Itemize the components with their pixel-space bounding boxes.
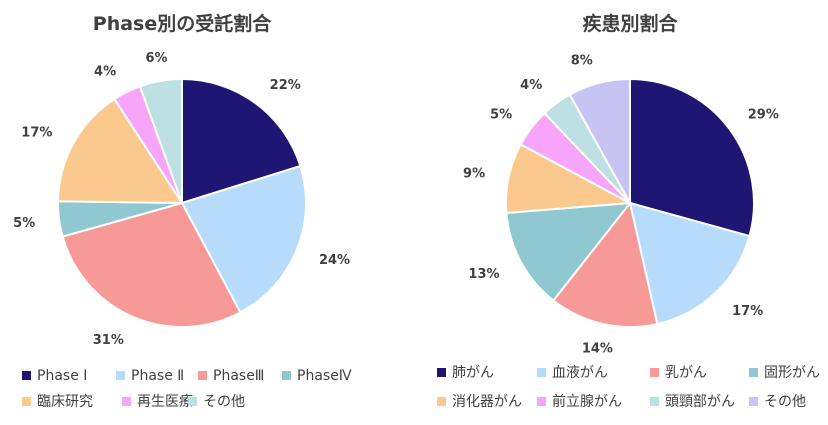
data-label-1-2: 14% xyxy=(582,341,613,356)
pie-slice-0-2 xyxy=(61,201,242,328)
pie-slice-0-1 xyxy=(180,164,307,314)
legend-swatch-1-7 xyxy=(749,397,758,406)
legend-label-1-1: 血液がん xyxy=(552,365,608,381)
legend-swatch-1-2 xyxy=(650,368,659,377)
pie-slice-0-6 xyxy=(138,77,183,204)
legend-label-1-3: 固形がん xyxy=(764,365,820,381)
legend-label-1-4: 消化器がん xyxy=(452,394,522,410)
pie-slice-1-2 xyxy=(551,200,659,328)
legend-swatch-0-0 xyxy=(22,371,31,380)
data-label-0-0: 22% xyxy=(270,78,301,93)
data-label-1-7: 8% xyxy=(571,54,593,69)
pie-slice-0-4 xyxy=(56,97,184,205)
pie-slice-1-3 xyxy=(505,201,633,302)
legend-swatch-1-0 xyxy=(437,368,446,377)
data-label-1-0: 29% xyxy=(748,107,779,122)
data-label-1-6: 4% xyxy=(520,78,542,93)
legend-swatch-0-5 xyxy=(122,397,131,406)
legend-label-1-0: 肺がん xyxy=(452,365,494,381)
data-label-1-3: 13% xyxy=(468,267,499,282)
legend-label-1-7: その他 xyxy=(764,394,806,410)
legend-swatch-0-3 xyxy=(282,371,291,380)
data-label-0-2: 31% xyxy=(93,333,124,348)
data-label-0-1: 24% xyxy=(319,253,350,268)
pie-slice-1-7 xyxy=(568,77,631,207)
legend-label-0-5: 再生医療 xyxy=(137,393,193,410)
legend-label-0-2: PhaseⅢ xyxy=(213,368,264,384)
legend-label-0-4: 臨床研究 xyxy=(37,394,93,410)
data-label-0-4: 17% xyxy=(21,125,52,140)
legend-swatch-0-4 xyxy=(22,397,31,406)
chart-title-disease: 疾患別割合 xyxy=(582,12,678,35)
legend-label-1-6: 頭頸部がん xyxy=(665,394,735,410)
legend-label-0-1: Phase Ⅱ xyxy=(131,368,184,384)
pie-slice-1-0 xyxy=(629,77,755,238)
legend-swatch-1-1 xyxy=(537,368,546,377)
legend-swatch-0-2 xyxy=(198,371,207,380)
data-label-1-1: 17% xyxy=(732,304,763,319)
legend-swatch-1-6 xyxy=(650,397,659,406)
chart-title-phase: Phase別の受託割合 xyxy=(93,12,272,35)
legend-label-1-2: 乳がん xyxy=(665,365,707,381)
data-label-0-5: 4% xyxy=(94,64,116,79)
legend-swatch-1-3 xyxy=(749,368,758,377)
legend-swatch-0-6 xyxy=(188,397,197,406)
data-label-1-5: 5% xyxy=(490,107,512,122)
legend-label-0-0: Phase Ⅰ xyxy=(37,368,87,384)
legend-label-0-3: PhaseⅣ xyxy=(297,368,352,384)
data-label-0-6: 6% xyxy=(145,51,167,66)
legend-swatch-0-1 xyxy=(116,371,125,380)
data-label-1-4: 9% xyxy=(463,167,485,182)
legend-swatch-1-4 xyxy=(437,397,446,406)
data-label-0-3: 5% xyxy=(13,216,35,231)
pie-slice-1-1 xyxy=(628,201,751,326)
pie-slice-0-0 xyxy=(181,77,302,205)
legend-label-0-6: その他 xyxy=(203,394,245,410)
legend-label-1-5: 前立腺がん xyxy=(552,393,622,410)
legend-swatch-1-5 xyxy=(537,397,546,406)
